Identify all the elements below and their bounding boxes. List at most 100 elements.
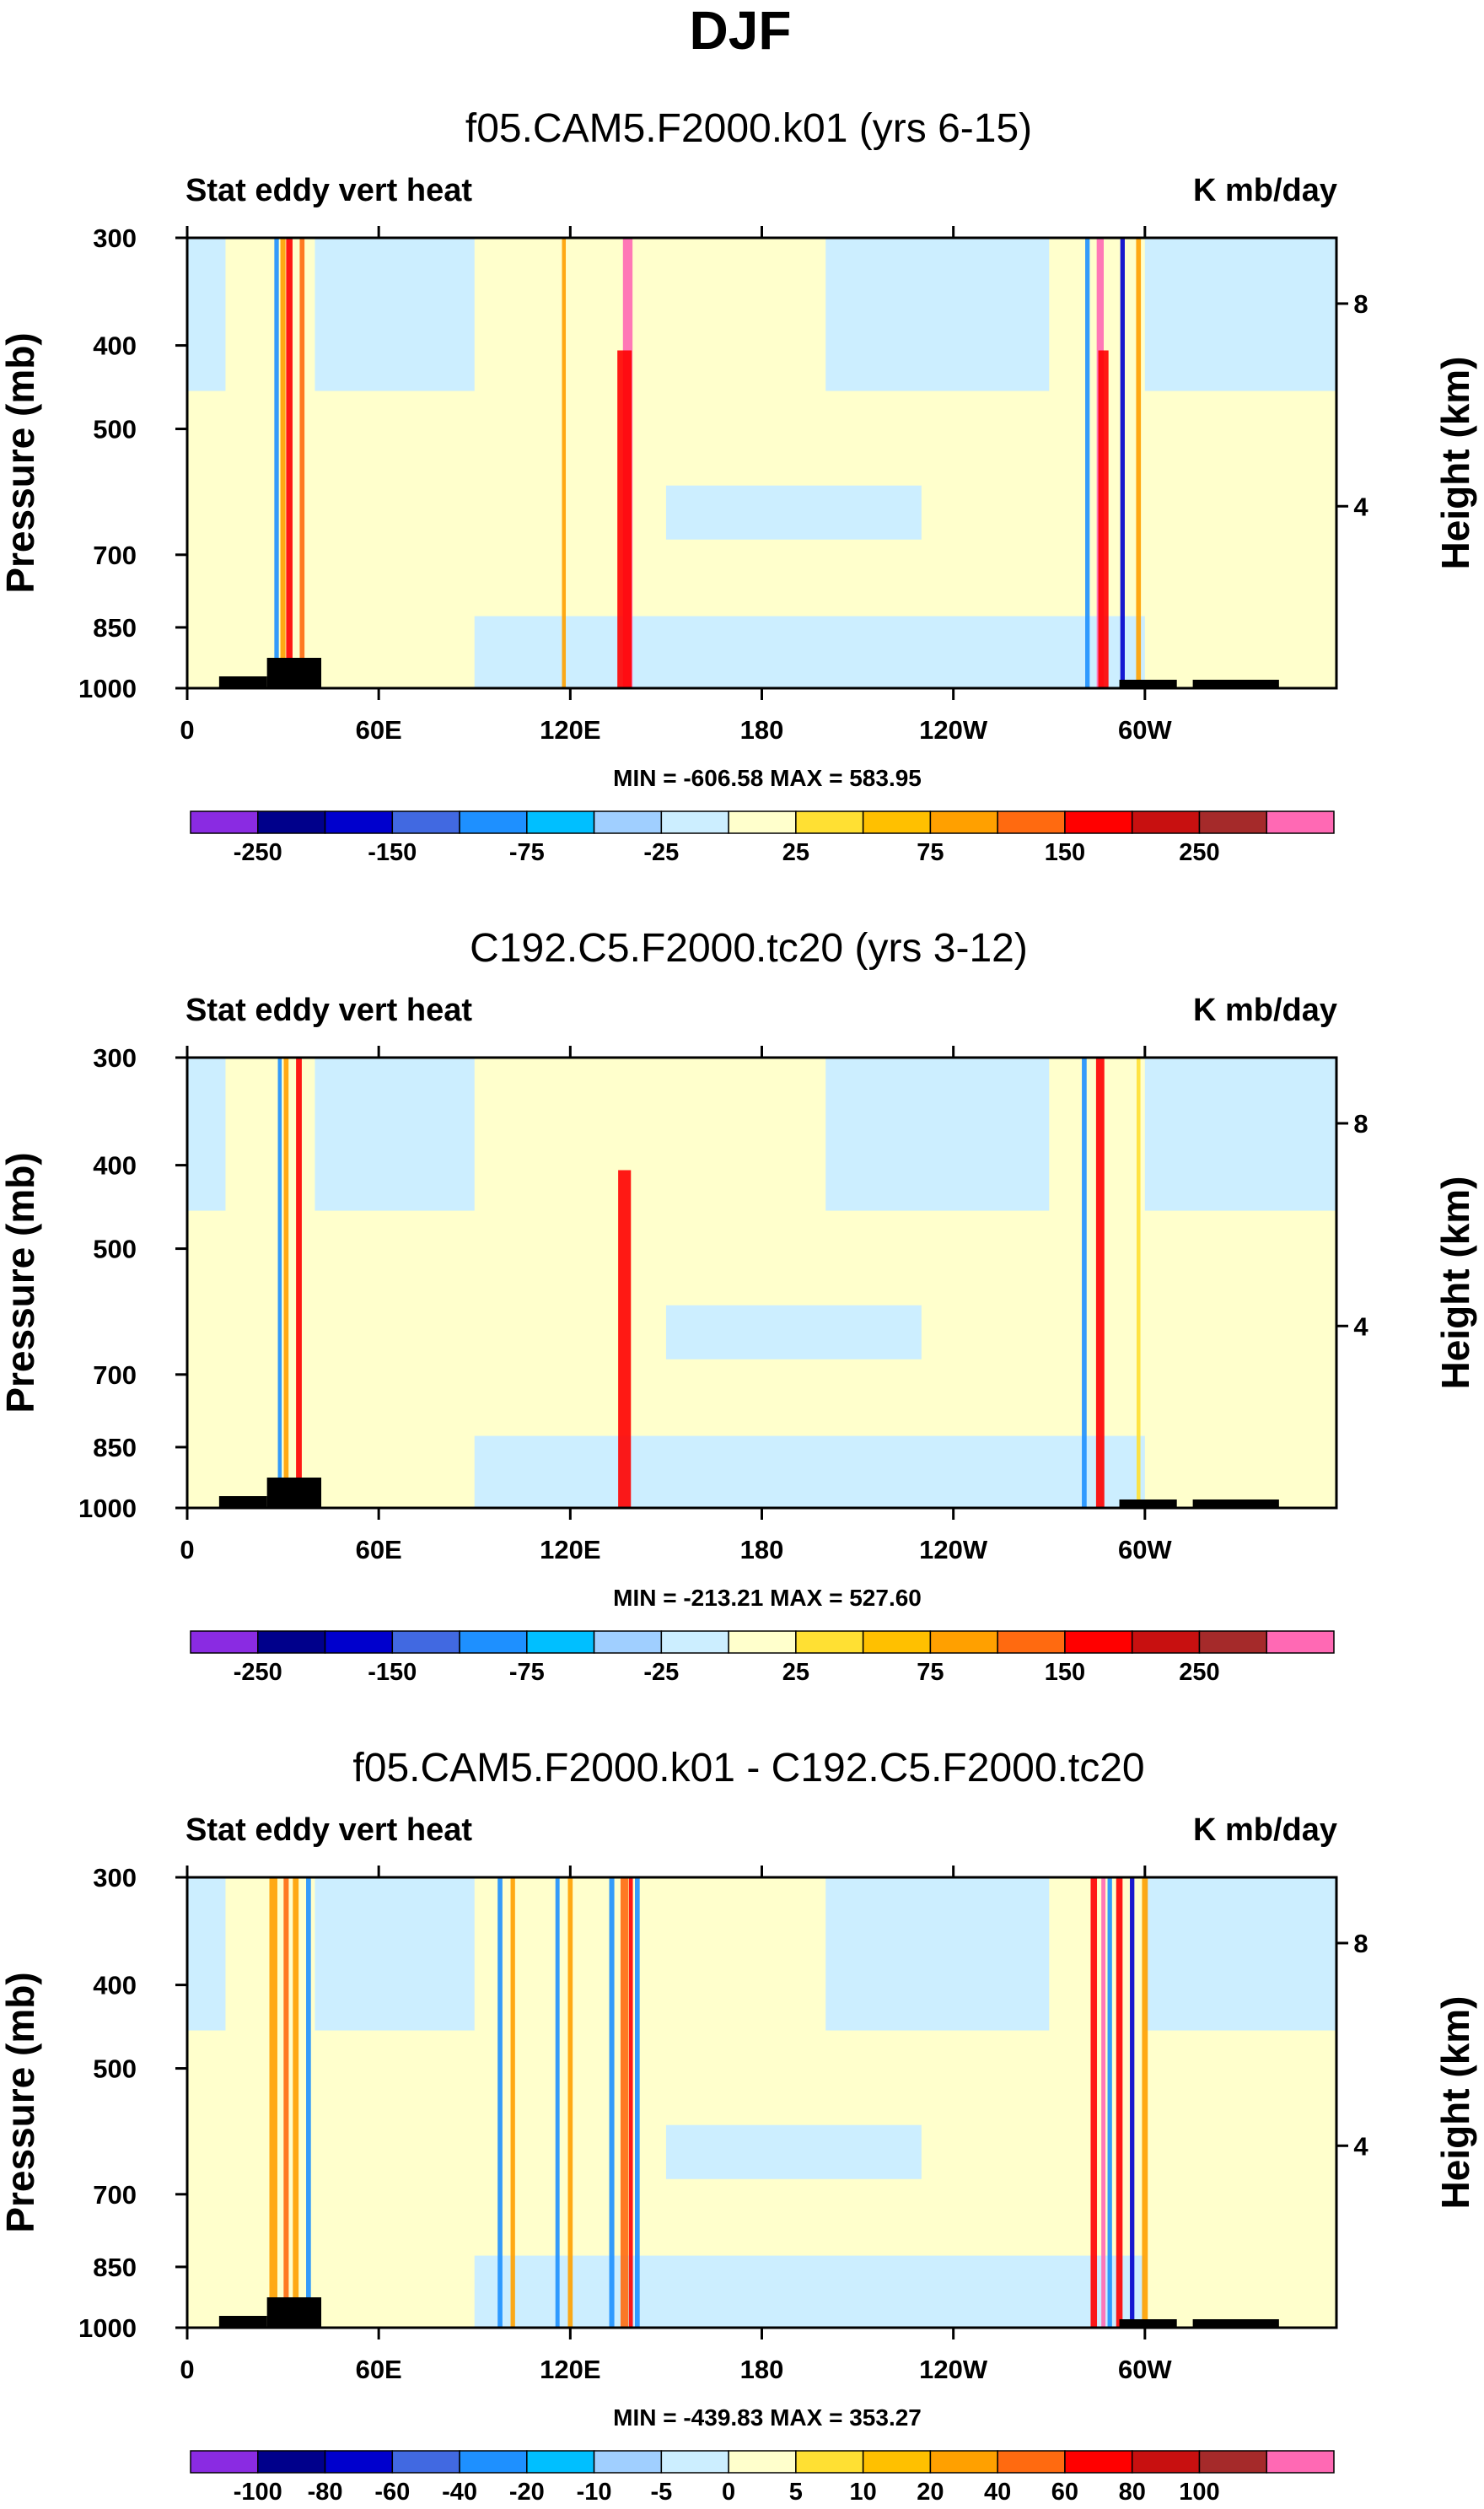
panel-title: C192.C5.F2000.tc20 (yrs 3-12) — [470, 926, 1028, 971]
colorbar-label: 100 — [1179, 2479, 1219, 2506]
colorbar-box — [526, 2450, 595, 2474]
field-region — [665, 485, 922, 540]
colorbar-label: -60 — [374, 2479, 410, 2506]
colorbar-label: 60 — [1051, 2479, 1078, 2506]
topography — [218, 2316, 267, 2328]
chart-panel-2: C192.C5.F2000.tc20 (yrs 3-12) Stat eddy v… — [0, 926, 1477, 1686]
colorbar-label: -250 — [234, 839, 282, 866]
field-region — [474, 1435, 1145, 1508]
colorbar-box — [391, 810, 460, 834]
colorbar-box — [862, 2450, 932, 2474]
field-feature — [1085, 238, 1090, 688]
field-region — [665, 1305, 922, 1359]
colorbar-box — [1131, 810, 1201, 834]
field-region — [825, 238, 1050, 391]
x-tick-label: 120E — [540, 715, 600, 745]
colorbar-label: 75 — [917, 839, 944, 866]
colorbar-box — [795, 1630, 864, 1654]
colorbar-box — [660, 1630, 729, 1654]
colorbar-label: 5 — [789, 2479, 803, 2506]
colorbar-box — [997, 2450, 1066, 2474]
y-tick-label: 400 — [93, 1971, 137, 2000]
field-region — [187, 1877, 226, 2031]
colorbar-box — [257, 1630, 326, 1654]
colorbar-box — [1198, 2450, 1267, 2474]
colorbar-label: -250 — [234, 1659, 282, 1686]
colorbar-label: 250 — [1179, 1659, 1219, 1686]
heatmap-field — [187, 238, 1336, 688]
colorbar-box — [728, 810, 797, 834]
colorbar-label: -10 — [577, 2479, 612, 2506]
colorbar-box — [391, 1630, 460, 1654]
field-region — [474, 616, 1145, 688]
y-right-axis-title: Height (km) — [1433, 1996, 1477, 2210]
colorbar-box — [795, 2450, 864, 2474]
colorbar-box — [1064, 810, 1133, 834]
variable-label: Stat eddy vert heat — [186, 1812, 472, 1848]
y-tick-label: 300 — [93, 1863, 137, 1893]
colorbar-box — [929, 1630, 998, 1654]
colorbar-box — [1131, 2450, 1201, 2474]
colorbar-label: 75 — [917, 1659, 944, 1686]
y-tick-label: 700 — [93, 541, 137, 570]
field-feature — [1136, 1058, 1141, 1508]
y-right-axis-title: Height (km) — [1433, 1176, 1477, 1390]
colorbar-label: -80 — [308, 2479, 343, 2506]
x-tick-label: 0 — [180, 715, 194, 745]
field-feature — [1101, 1877, 1106, 2328]
x-tick-label: 120W — [919, 715, 988, 745]
colorbar-label: 80 — [1119, 2479, 1146, 2506]
field-feature — [299, 238, 305, 688]
topography — [266, 658, 322, 688]
field-feature — [283, 1058, 289, 1508]
topography — [1119, 680, 1177, 688]
colorbar-label: 0 — [722, 2479, 735, 2506]
colorbar-box — [929, 2450, 998, 2474]
field-feature — [1120, 238, 1125, 688]
y-tick-label: 500 — [93, 1235, 137, 1264]
y-axis-title: Pressure (mb) — [0, 332, 42, 593]
colorbar-label: 40 — [984, 2479, 1011, 2506]
colorbar-box — [391, 2450, 460, 2474]
colorbar-box — [1198, 810, 1267, 834]
colorbar-box — [929, 810, 998, 834]
colorbar-box — [997, 1630, 1066, 1654]
colorbar-label: -40 — [442, 2479, 477, 2506]
y-tick-label: 1000 — [78, 1494, 137, 1523]
colorbar-box — [728, 1630, 797, 1654]
colorbar-label: 150 — [1045, 1659, 1085, 1686]
colorbar-label: -75 — [509, 1659, 545, 1686]
colorbar-box — [660, 2450, 729, 2474]
field-region — [315, 238, 475, 391]
field-region — [315, 1877, 475, 2031]
colorbar-box — [593, 2450, 663, 2474]
field-feature — [283, 1877, 289, 2328]
y-right-tick-label: 8 — [1353, 289, 1368, 319]
topography — [218, 1496, 267, 1508]
colorbar-box — [324, 1630, 394, 1654]
x-tick-label: 0 — [180, 2355, 194, 2384]
colorbar-label: 20 — [917, 2479, 944, 2506]
colorbar-label: 25 — [782, 1659, 809, 1686]
colorbar-box — [459, 2450, 528, 2474]
field-feature — [1090, 1877, 1098, 2328]
field-feature — [286, 238, 293, 688]
variable-label: Stat eddy vert heat — [186, 993, 472, 1028]
topography — [1192, 2319, 1279, 2328]
field-feature — [562, 238, 567, 688]
x-tick-label: 60E — [356, 1535, 402, 1564]
x-tick-label: 120W — [919, 2355, 988, 2384]
colorbar-box — [1131, 1630, 1201, 1654]
colorbar-label: 250 — [1179, 839, 1219, 866]
field-region — [1144, 1058, 1336, 1211]
colorbar-box — [526, 1630, 595, 1654]
field-feature — [306, 1877, 311, 2328]
y-axis-title: Pressure (mb) — [0, 1972, 42, 2232]
x-tick-label: 60W — [1118, 1535, 1172, 1564]
colorbar-label: -100 — [234, 2479, 282, 2506]
colorbar-box — [526, 810, 595, 834]
colorbar-box — [459, 1630, 528, 1654]
y-tick-label: 1000 — [78, 674, 137, 703]
y-right-tick-label: 4 — [1353, 1311, 1368, 1341]
